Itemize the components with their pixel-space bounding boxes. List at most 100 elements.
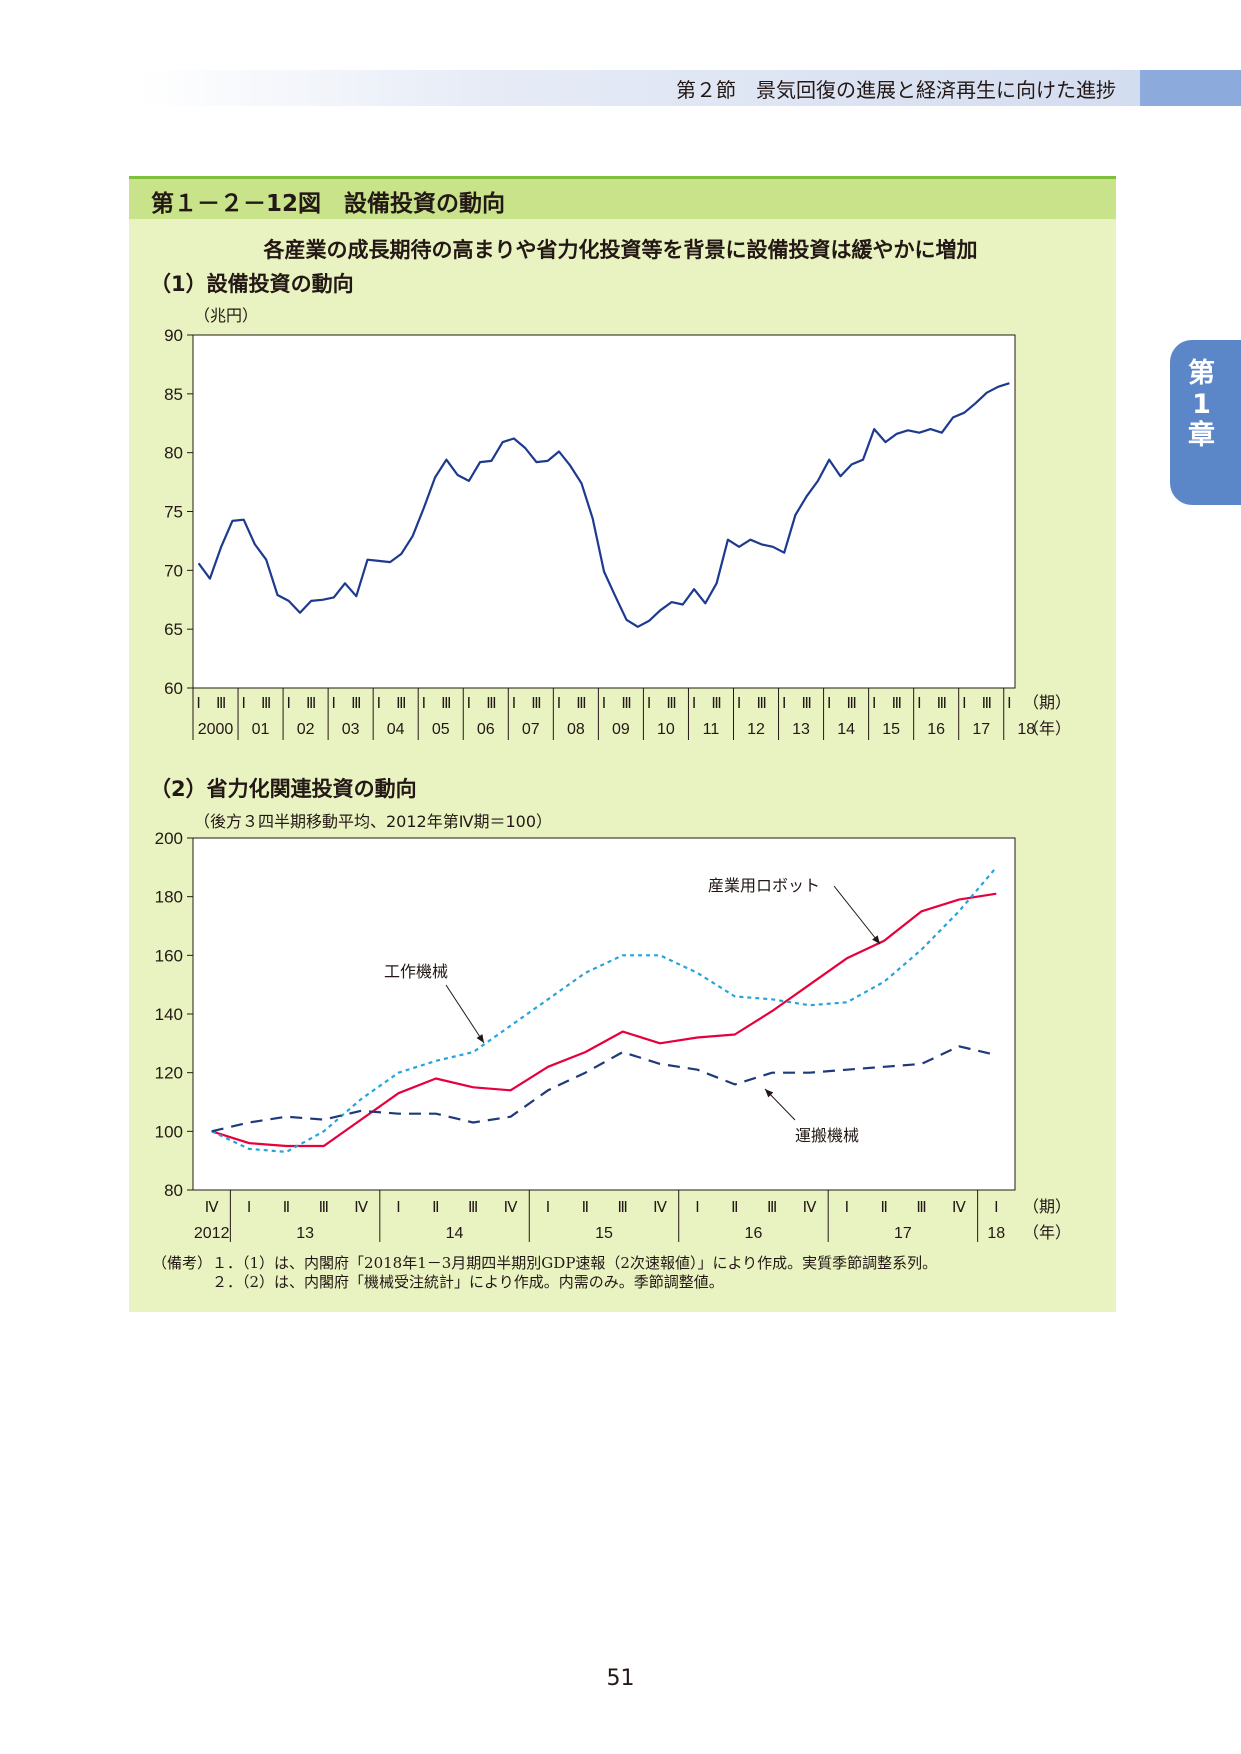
- chart2-year-label: 15: [595, 1225, 613, 1242]
- chart2-arrow-machine-tools-line: [445, 984, 485, 1044]
- chart1-year-label: 15: [882, 721, 900, 738]
- chart2-arrow-transport-head: [765, 1089, 774, 1098]
- chart2-period-label: Ⅱ: [881, 1199, 888, 1216]
- chart1-period-label: Ⅰ: [827, 695, 831, 712]
- chart2-period-label: Ⅰ: [695, 1199, 699, 1216]
- chart1-period-label: Ⅰ: [377, 695, 381, 712]
- chart1-period-label: Ⅲ: [711, 695, 721, 712]
- chart2-period-label: Ⅱ: [731, 1199, 738, 1216]
- chapter-tab-line1: 第: [1188, 358, 1215, 389]
- chapter-tab-line2: 1: [1192, 389, 1211, 420]
- chart1-year-label: 08: [567, 721, 585, 738]
- chart2-period-label: Ⅰ: [845, 1199, 849, 1216]
- chart1-period-label: Ⅲ: [261, 695, 271, 712]
- chart2-arrow-robot-head: [872, 935, 880, 944]
- chart1-period-label: Ⅰ: [917, 695, 921, 712]
- chart2-year-label: 18: [987, 1225, 1005, 1242]
- chart1-period-axis-label: （期）: [1023, 694, 1071, 712]
- chart1-period-label: Ⅰ: [422, 695, 426, 712]
- chart1-year-label: 01: [252, 721, 270, 738]
- chart2-arrow-robot-line: [833, 885, 881, 945]
- chart1-period-label: Ⅲ: [351, 695, 361, 712]
- chart2-label-transport: 運搬機械: [795, 1127, 859, 1145]
- chart1-year-label: 12: [747, 721, 765, 738]
- chart1-period-label: Ⅰ: [467, 695, 471, 712]
- chart2-year-label: 14: [446, 1225, 464, 1242]
- chart1-year-axis-label: （年）: [1023, 720, 1071, 738]
- chart1-year-label: 05: [432, 721, 450, 738]
- chart1-y-tick-label: 60: [164, 679, 183, 698]
- chart2-y-tick-label: 180: [155, 888, 183, 907]
- header-accent: [1140, 70, 1241, 106]
- chart1-period-label: Ⅰ: [647, 695, 651, 712]
- chart1-period-label: Ⅲ: [486, 695, 496, 712]
- chart1-year-label: 09: [612, 721, 630, 738]
- chart1-year-label: 06: [477, 721, 495, 738]
- section1-unit: （兆円）: [194, 306, 259, 325]
- chart2-y-tick-label: 120: [155, 1064, 183, 1083]
- chart1-period-label: Ⅲ: [441, 695, 451, 712]
- header-title: 第２節 景気回復の進展と経済再生に向けた進捗: [676, 78, 1116, 102]
- section2-title: （2）省力化関連投資の動向: [150, 777, 417, 801]
- chart2-period-label: Ⅳ: [803, 1199, 817, 1216]
- chart2-period-label: Ⅳ: [354, 1199, 368, 1216]
- chart1-year-label: 16: [927, 721, 945, 738]
- page-number: 51: [606, 1666, 635, 1691]
- chart1-year-label: 03: [342, 721, 360, 738]
- chart1-plot-area: [192, 334, 1016, 689]
- chapter-tab-line3: 章: [1188, 420, 1215, 451]
- chart1-y-tick-label: 75: [164, 503, 183, 522]
- chart2-y-tick-label: 200: [155, 829, 183, 848]
- chart1-year-label: 04: [387, 721, 405, 738]
- chart1-period-label: Ⅰ: [557, 695, 561, 712]
- chart2-period-label: Ⅳ: [504, 1199, 518, 1216]
- chart2-label-machine-tools: 工作機械: [384, 963, 448, 981]
- chart1-year-label: 13: [792, 721, 810, 738]
- chart2-period-label: Ⅰ: [396, 1199, 400, 1216]
- section1-title: （1）設備投資の動向: [150, 272, 354, 296]
- chart1-period-label: Ⅲ: [802, 695, 812, 712]
- chart1-y-tick-label: 90: [164, 326, 183, 345]
- chart2-period-label: Ⅱ: [432, 1199, 439, 1216]
- chart1-year-label: 11: [703, 721, 720, 738]
- chart2-year-label: 17: [894, 1225, 912, 1242]
- note-1: （備考）１．（1）は、内閣府「2018年1－3月期四半期別GDP速報（2次速報値…: [152, 1254, 938, 1272]
- chart2-period-label: Ⅲ: [618, 1199, 628, 1216]
- chart1-year-label: 2000: [198, 721, 234, 738]
- chart1-year-label: 07: [522, 721, 540, 738]
- chart2-period-axis-label: （期）: [1023, 1198, 1071, 1216]
- chart2-series-robot: [211, 892, 997, 1148]
- chart1-y-tick-label: 80: [164, 444, 183, 463]
- chart2-period-label: Ⅰ: [546, 1199, 550, 1216]
- figure-title-band: 第１－２－12図 設備投資の動向: [129, 176, 1116, 219]
- chart1-year-label: 02: [297, 721, 315, 738]
- chart2-y-tick-label: 100: [155, 1122, 183, 1141]
- section2-unit: （後方３四半期移動平均、2012年第Ⅳ期＝100）: [194, 812, 553, 831]
- chart1-period-label: Ⅰ: [872, 695, 876, 712]
- chart2-y-tick-label: 80: [164, 1181, 183, 1200]
- chart1-y-tick-label: 70: [164, 561, 183, 580]
- chart1-period-label: Ⅲ: [576, 695, 586, 712]
- header-band: [140, 70, 1140, 106]
- chart1-period-label: Ⅰ: [602, 695, 606, 712]
- chart1-period-label: Ⅲ: [621, 695, 631, 712]
- chart2-year-label: 13: [296, 1225, 314, 1242]
- chart2-arrow-machine-tools-head: [476, 1034, 484, 1043]
- chart1-period-label: Ⅲ: [531, 695, 541, 712]
- chart1-period-label: Ⅰ: [692, 695, 696, 712]
- chart2-period-label: Ⅳ: [952, 1199, 966, 1216]
- chart2-period-label: Ⅲ: [767, 1199, 777, 1216]
- chart1-year-label: 18: [1017, 721, 1035, 738]
- chart1-period-label: Ⅲ: [666, 695, 676, 712]
- chart2-y-tick-label: 140: [155, 1005, 183, 1024]
- chart2-year-label: 2012: [194, 1225, 230, 1242]
- chart2-series-transport: [211, 1045, 997, 1133]
- chart1-period-label: Ⅰ: [332, 695, 336, 712]
- chart2-year-label: 16: [745, 1225, 763, 1242]
- figure-title: 第１－２－12図 設備投資の動向: [151, 191, 506, 217]
- chart2-period-label: Ⅰ: [247, 1199, 251, 1216]
- chart1-period-label: Ⅰ: [962, 695, 966, 712]
- chart1-period-label: Ⅰ: [241, 695, 245, 712]
- chart1-y-tick-label: 65: [164, 620, 183, 639]
